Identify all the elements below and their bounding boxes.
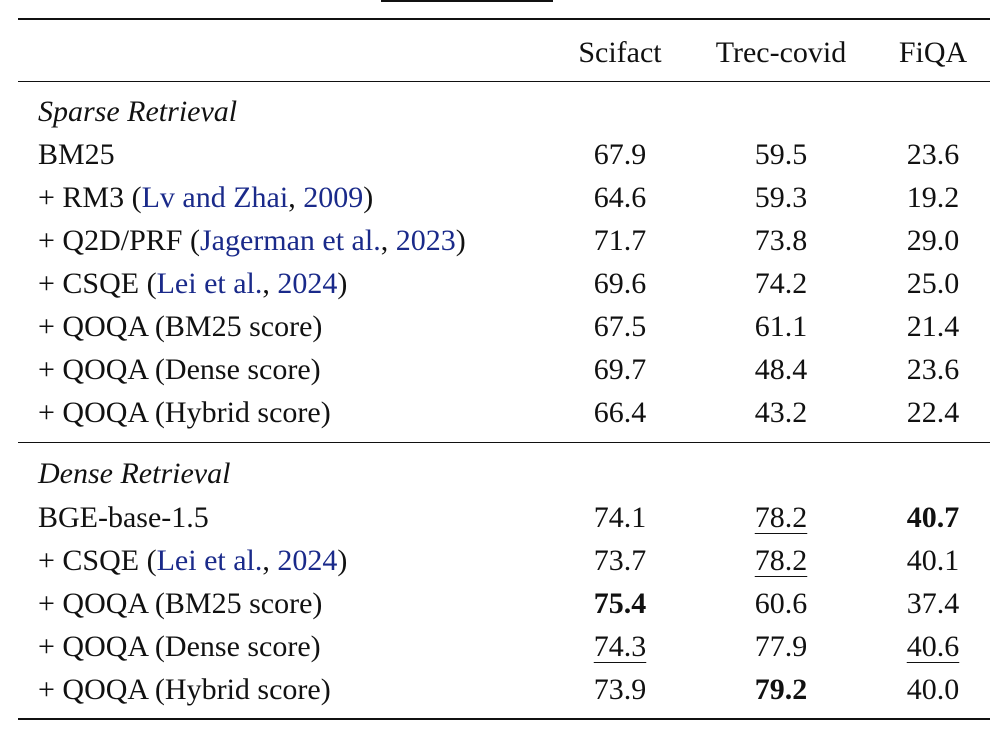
citation-year-link[interactable]: 2023 bbox=[395, 224, 456, 257]
method-name: + QOQA (BM25 score) bbox=[38, 310, 323, 343]
table-bottom-rule bbox=[18, 718, 990, 720]
header-rule bbox=[18, 81, 990, 82]
row-label-suffix: ) bbox=[337, 267, 348, 300]
top-rule-stub bbox=[381, 0, 553, 2]
value-scifact: 69.6 bbox=[593, 267, 647, 300]
section-title-dense: Dense Retrieval bbox=[38, 457, 231, 490]
value-trec-covid-second-best: 78.2 bbox=[754, 544, 808, 577]
table-row: + QOQA (Hybrid score) 66.4 43.2 22.4 bbox=[0, 393, 1006, 433]
value-fiqa: 37.4 bbox=[906, 587, 960, 620]
value-fiqa: 19.2 bbox=[906, 181, 960, 214]
row-label-suffix: ) bbox=[337, 544, 348, 577]
row-label: + Q2D/PRF (Jagerman et al., 2023) bbox=[38, 224, 466, 257]
value-fiqa: 22.4 bbox=[906, 396, 960, 429]
table-row: BGE-base-1.5 74.1 78.2 40.7 bbox=[0, 498, 1006, 538]
row-label: + QOQA (Dense score) bbox=[38, 627, 321, 667]
table-row: + CSQE (Lei et al., 2024) 69.6 74.2 25.0 bbox=[0, 264, 1006, 304]
value-fiqa: 40.1 bbox=[906, 544, 960, 577]
table-row: + QOQA (Hybrid score) 73.9 79.2 40.0 bbox=[0, 670, 1006, 710]
value-fiqa-best: 40.7 bbox=[906, 501, 960, 534]
value-fiqa: 29.0 bbox=[906, 224, 960, 257]
table-row: + QOQA (Dense score) 69.7 48.4 23.6 bbox=[0, 350, 1006, 390]
table-row: BM25 67.9 59.5 23.6 bbox=[0, 135, 1006, 175]
value-fiqa: 23.6 bbox=[906, 138, 960, 171]
value-trec-covid: 60.6 bbox=[754, 587, 808, 620]
header-fiqa: FiQA bbox=[898, 36, 968, 69]
value-trec-covid: 59.5 bbox=[754, 138, 808, 171]
value-scifact: 66.4 bbox=[593, 396, 647, 429]
method-name: + QOQA (Dense score) bbox=[38, 630, 321, 663]
citation-link[interactable]: Jagerman et al. bbox=[199, 224, 381, 257]
row-label-suffix: ) bbox=[363, 181, 374, 214]
value-trec-covid: 48.4 bbox=[754, 353, 808, 386]
value-scifact: 73.7 bbox=[593, 544, 647, 577]
value-trec-covid: 43.2 bbox=[754, 396, 808, 429]
table-row: + CSQE (Lei et al., 2024) 73.7 78.2 40.1 bbox=[0, 541, 1006, 581]
value-fiqa: 23.6 bbox=[906, 353, 960, 386]
row-label-suffix: ) bbox=[455, 224, 466, 257]
method-name: + CSQE ( bbox=[38, 544, 157, 577]
value-trec-covid-second-best: 78.2 bbox=[754, 501, 808, 534]
value-scifact-second-best: 74.3 bbox=[593, 630, 647, 663]
row-label: + CSQE (Lei et al., 2024) bbox=[38, 267, 348, 300]
table-row: + Q2D/PRF (Jagerman et al., 2023) 71.7 7… bbox=[0, 221, 1006, 261]
value-trec-covid: 74.2 bbox=[754, 267, 808, 300]
table-row: + QOQA (BM25 score) 75.4 60.6 37.4 bbox=[0, 584, 1006, 624]
method-name: BGE-base-1.5 bbox=[38, 501, 209, 534]
section-title-row: Dense Retrieval bbox=[0, 454, 1006, 494]
row-label: + QOQA (BM25 score) bbox=[38, 307, 322, 347]
header-scifact: Scifact bbox=[578, 36, 662, 69]
value-trec-covid: 61.1 bbox=[754, 310, 808, 343]
value-scifact: 73.9 bbox=[593, 673, 647, 706]
value-scifact-best: 75.4 bbox=[593, 587, 647, 620]
row-label: BGE-base-1.5 bbox=[38, 498, 209, 538]
value-trec-covid: 77.9 bbox=[754, 630, 808, 663]
value-trec-covid-best: 79.2 bbox=[754, 673, 808, 706]
row-label: + CSQE (Lei et al., 2024) bbox=[38, 544, 348, 577]
method-name: + QOQA (Hybrid score) bbox=[38, 673, 331, 706]
method-name: + QOQA (Dense score) bbox=[38, 353, 321, 386]
value-trec-covid: 73.8 bbox=[754, 224, 808, 257]
citation-link[interactable]: Lei et al. bbox=[156, 267, 263, 300]
citation-year-link[interactable]: 2009 bbox=[303, 181, 364, 214]
header-trec-covid: Trec-covid bbox=[715, 36, 847, 69]
citation-year-link[interactable]: 2024 bbox=[277, 544, 338, 577]
section-title-row: Sparse Retrieval bbox=[0, 92, 1006, 132]
value-trec-covid: 59.3 bbox=[754, 181, 808, 214]
value-fiqa: 21.4 bbox=[906, 310, 960, 343]
table-row: + QOQA (BM25 score) 67.5 61.1 21.4 bbox=[0, 307, 1006, 347]
value-scifact: 67.9 bbox=[593, 138, 647, 171]
value-scifact: 67.5 bbox=[593, 310, 647, 343]
method-name: + Q2D/PRF ( bbox=[38, 224, 200, 257]
method-name: + CSQE ( bbox=[38, 267, 157, 300]
value-scifact: 71.7 bbox=[593, 224, 647, 257]
citation-link[interactable]: Lv and Zhai bbox=[141, 181, 289, 214]
table-top-rule bbox=[18, 18, 990, 20]
value-scifact: 64.6 bbox=[593, 181, 647, 214]
method-name: BM25 bbox=[38, 138, 115, 171]
row-label: + RM3 (Lv and Zhai, 2009) bbox=[38, 181, 374, 214]
method-name: + QOQA (Hybrid score) bbox=[38, 396, 331, 429]
value-fiqa-second-best: 40.6 bbox=[906, 630, 960, 663]
value-fiqa: 25.0 bbox=[906, 267, 960, 300]
table-row: + QOQA (Dense score) 74.3 77.9 40.6 bbox=[0, 627, 1006, 667]
method-name: + RM3 ( bbox=[38, 181, 142, 214]
table-row: + RM3 (Lv and Zhai, 2009) 64.6 59.3 19.2 bbox=[0, 178, 1006, 218]
citation-year-link[interactable]: 2024 bbox=[277, 267, 338, 300]
row-label: + QOQA (BM25 score) bbox=[38, 584, 322, 624]
section-divider-rule bbox=[18, 442, 990, 443]
row-label: BM25 bbox=[38, 135, 115, 175]
row-label: + QOQA (Dense score) bbox=[38, 350, 321, 390]
method-name: + QOQA (BM25 score) bbox=[38, 587, 323, 620]
section-title-sparse: Sparse Retrieval bbox=[38, 95, 238, 128]
value-scifact: 74.1 bbox=[593, 501, 647, 534]
citation-link[interactable]: Lei et al. bbox=[156, 544, 263, 577]
row-label: + QOQA (Hybrid score) bbox=[38, 393, 331, 433]
value-fiqa: 40.0 bbox=[906, 673, 960, 706]
value-scifact: 69.7 bbox=[593, 353, 647, 386]
row-label: + QOQA (Hybrid score) bbox=[38, 670, 331, 710]
table-header-row: Scifact Trec-covid FiQA bbox=[0, 33, 1006, 73]
